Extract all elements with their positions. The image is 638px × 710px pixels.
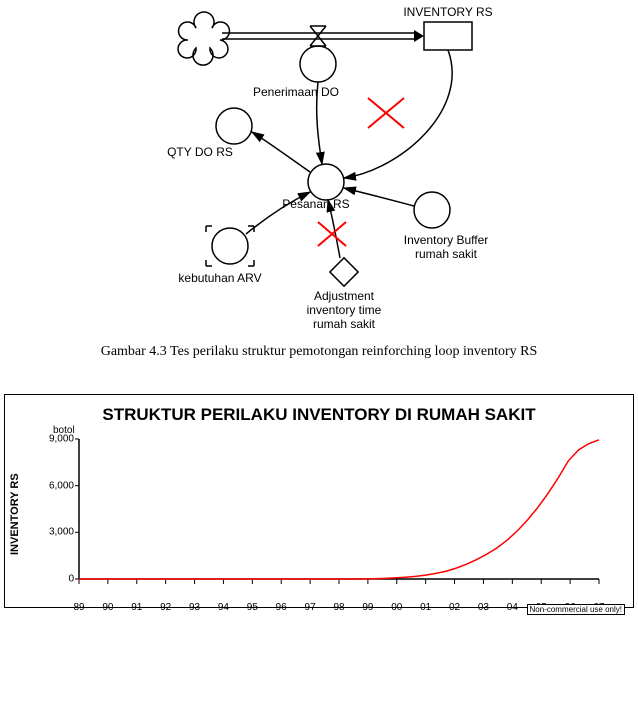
- x-tick-label: 93: [189, 602, 200, 613]
- inventory-chart: STRUKTUR PERILAKU INVENTORY DI RUMAH SAK…: [4, 394, 634, 608]
- x-tick-label: 00: [391, 602, 402, 613]
- edge-pesanan-to-qty: [252, 132, 310, 172]
- chart-title: STRUKTUR PERILAKU INVENTORY DI RUMAH SAK…: [9, 405, 629, 425]
- y-tick-label: 3,000: [38, 527, 74, 538]
- x-tick-label: 95: [247, 602, 258, 613]
- inventory-rs-node: INVENTORY RS: [403, 5, 492, 50]
- pesanan-rs-node: Pesanan RS: [282, 164, 349, 211]
- x-tick-label: 03: [478, 602, 489, 613]
- x-tick-label: 97: [305, 602, 316, 613]
- adjustment-label-2: inventory time: [307, 303, 382, 317]
- x-tick-label: 94: [218, 602, 229, 613]
- inventory-buffer-node: Inventory Buffer rumah sakit: [404, 192, 489, 261]
- x-tick-label: 91: [131, 602, 142, 613]
- diagram-svg: INVENTORY RS Penerimaan DO QTY DO RS Pes…: [0, 0, 638, 340]
- cut-cross-1: [368, 98, 404, 128]
- buffer-label-1: Inventory Buffer: [404, 233, 489, 247]
- qty-do-rs-label: QTY DO RS: [167, 145, 233, 159]
- kebutuhan-arv-label: kebutuhan ARV: [178, 271, 261, 285]
- adjustment-label-3: rumah sakit: [313, 317, 376, 331]
- x-tick-label: 01: [420, 602, 431, 613]
- figure-caption: Gambar 4.3 Tes perilaku struktur pemoton…: [0, 344, 638, 360]
- adjustment-label-1: Adjustment: [314, 289, 375, 303]
- qty-do-rs-node: QTY DO RS: [167, 108, 252, 159]
- x-tick-label: 89: [73, 602, 84, 613]
- edge-inventory-to-pesanan: [344, 50, 452, 178]
- pesanan-rs-label: Pesanan RS: [282, 197, 349, 211]
- x-tick-label: 04: [507, 602, 518, 613]
- penerimaan-do-node: Penerimaan DO: [253, 46, 339, 99]
- non-commercial-label: Non-commercial use only!: [527, 604, 625, 615]
- chart-plot-area: 03,0006,0009,000 89909192939495969798990…: [49, 429, 609, 599]
- chart-svg: [49, 429, 609, 599]
- cut-cross-2: [318, 222, 346, 246]
- y-tick-label: 9,000: [38, 434, 74, 445]
- x-tick-label: 99: [362, 602, 373, 613]
- x-tick-label: 90: [102, 602, 113, 613]
- system-dynamics-diagram: INVENTORY RS Penerimaan DO QTY DO RS Pes…: [0, 0, 638, 340]
- x-tick-label: 96: [276, 602, 287, 613]
- x-tick-label: 98: [333, 602, 344, 613]
- cloud-source: [178, 12, 229, 65]
- inventory-rs-label: INVENTORY RS: [403, 5, 492, 19]
- flow-pipe: [222, 26, 424, 46]
- x-tick-label: 02: [449, 602, 460, 613]
- edge-buffer-to-pesanan: [344, 188, 414, 206]
- kebutuhan-arv-node: kebutuhan ARV: [178, 226, 261, 285]
- y-tick-label: 6,000: [38, 480, 74, 491]
- buffer-label-2: rumah sakit: [415, 247, 478, 261]
- x-tick-label: 92: [160, 602, 171, 613]
- adjustment-node: Adjustment inventory time rumah sakit: [307, 258, 382, 331]
- y-tick-label: 0: [38, 574, 74, 585]
- y-axis-label: INVENTORY RS: [9, 473, 21, 555]
- penerimaan-do-label: Penerimaan DO: [253, 85, 339, 99]
